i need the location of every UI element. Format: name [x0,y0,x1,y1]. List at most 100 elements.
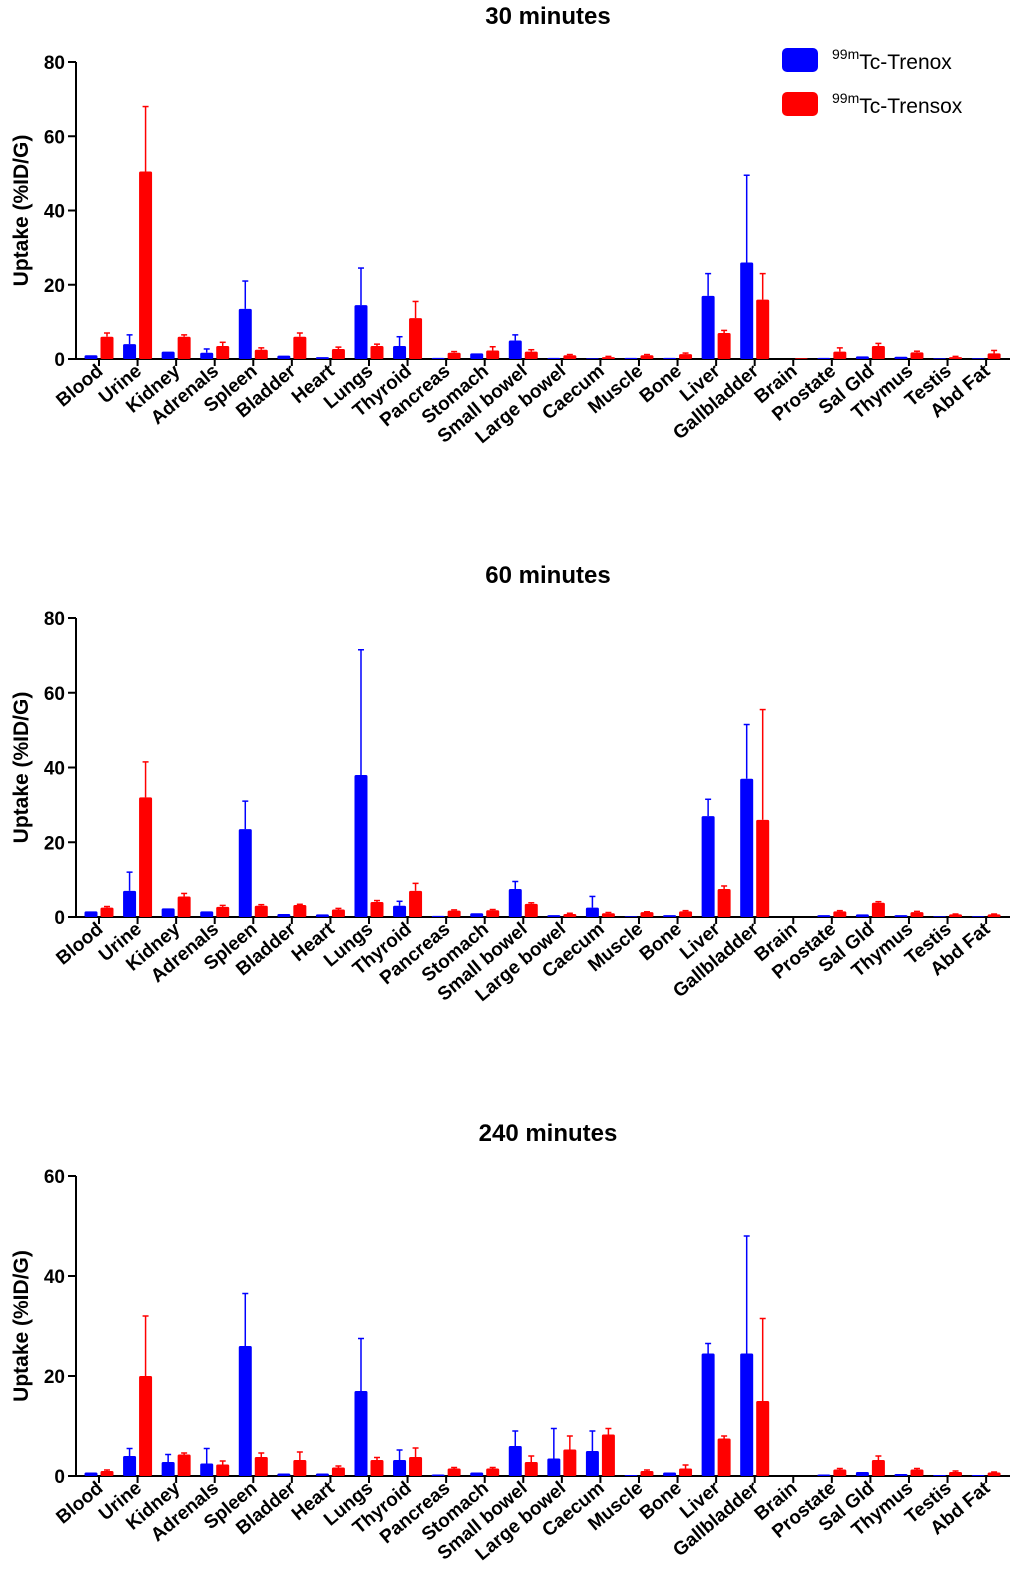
chart-title: 240 minutes [479,1120,618,1147]
bar-trenox-stomach [470,353,484,359]
bar-trensox-gallbladder [756,299,770,359]
bar-trensox-pancreas [447,352,461,359]
y-tick-label: 60 [44,127,65,148]
bar-trensox-spleen [254,349,268,359]
bar-trenox-thymus [894,915,908,917]
bar-trenox-small-bowel [508,340,522,359]
bar-trensox-testis [949,1472,963,1476]
legend-swatch [782,48,818,72]
bar-trensox-abd-fat [987,914,1001,917]
bar-trenox-prostate [817,357,831,359]
bar-trensox-gallbladder [756,1401,770,1476]
y-tick-label: 80 [44,53,65,74]
bar-trensox-thymus [910,912,924,917]
bar-trensox-large-bowel [563,355,577,359]
bar-trenox-pancreas [431,915,445,917]
legend-label: 99mTc-Trensox [832,90,963,118]
bar-trenox-caecum [585,358,599,359]
bar-trenox-small-bowel [508,1446,522,1476]
y-tick-label: 60 [44,1167,65,1188]
bar-trenox-thymus [894,1474,908,1476]
bar-trenox-liver [701,295,715,359]
bar-trensox-lungs [370,902,384,917]
bar-trenox-adrenals [200,352,214,359]
bar-trensox-prostate [833,911,847,917]
bar-trenox-muscle [624,357,638,359]
y-tick-label: 0 [54,350,65,371]
bar-trenox-heart [315,357,329,359]
bar-trenox-prostate [817,1474,831,1476]
bar-trenox-adrenals [200,911,214,917]
bar-trenox-kidney [161,908,175,917]
bar-trenox-testis [933,916,947,917]
bar-trensox-adrenals [216,1464,230,1476]
x-tick-label: Bone [636,361,686,408]
chart-title: 60 minutes [485,562,610,589]
bar-trensox-urine [139,171,153,359]
bar-trensox-sal-gld [871,902,885,917]
bar-trensox-lungs [370,1460,384,1476]
bar-trenox-large-bowel [547,915,561,917]
bar-trenox-kidney [161,1462,175,1476]
bar-trenox-bone [663,915,677,917]
y-tick-label: 0 [54,1467,65,1488]
bar-trensox-pancreas [447,910,461,917]
bar-trensox-adrenals [216,906,230,917]
bar-trenox-bladder [277,355,291,359]
y-tick-label: 80 [44,609,65,630]
bar-trensox-urine [139,1376,153,1476]
bar-trensox-bladder [293,336,307,359]
bar-trenox-abd-fat [971,1475,985,1476]
y-tick-label: 40 [44,759,65,780]
bar-trensox-kidney [177,1454,191,1476]
bar-trenox-urine [123,1456,137,1476]
bar-trensox-spleen [254,1457,268,1476]
bar-trensox-thyroid [409,1457,423,1476]
bar-trensox-caecum [601,357,615,359]
bar-trensox-blood [100,336,114,359]
bar-trenox-pancreas [431,1474,445,1476]
bar-trenox-gallbladder [740,1353,754,1476]
bar-trensox-liver [717,1438,731,1476]
bar-trensox-kidney [177,896,191,917]
legend-label: 99mTc-Trenox [832,46,952,74]
bar-trenox-caecum [585,907,599,917]
bar-trenox-liver [701,1353,715,1476]
bar-trensox-thyroid [409,890,423,917]
bar-trenox-bladder [277,914,291,917]
bar-trenox-lungs [354,774,368,917]
bar-trenox-gallbladder [740,262,754,359]
bar-trenox-large-bowel [547,1458,561,1476]
bar-trenox-testis [933,1475,947,1476]
bar-trensox-bladder [293,905,307,917]
bar-trenox-abd-fat [971,358,985,359]
bar-trensox-bladder [293,1460,307,1476]
bar-trensox-bone [679,354,693,359]
bar-trensox-gallbladder [756,819,770,917]
bar-trensox-bone [679,1468,693,1476]
bar-trensox-small-bowel [524,351,538,359]
bar-trenox-liver [701,816,715,917]
bar-trensox-stomach [486,350,500,359]
bar-trenox-large-bowel [547,357,561,359]
bar-trensox-heart [331,348,345,359]
bar-trenox-gallbladder [740,778,754,917]
bar-trensox-liver [717,333,731,359]
legend-swatch [782,92,818,116]
bar-trenox-thyroid [393,346,407,359]
bar-trensox-urine [139,797,153,917]
bar-trenox-thyroid [393,905,407,917]
bar-trensox-caecum [601,913,615,917]
y-tick-label: 60 [44,684,65,705]
bar-trensox-testis [949,914,963,917]
bar-trensox-spleen [254,905,268,917]
x-tick-label: Bone [636,919,686,966]
bar-trenox-sal-gld [855,914,869,917]
bar-trensox-sal-gld [871,346,885,359]
bar-trenox-sal-gld [855,356,869,359]
bar-trensox-large-bowel [563,914,577,917]
bar-trensox-heart [331,1467,345,1476]
chart-title: 30 minutes [485,3,610,30]
